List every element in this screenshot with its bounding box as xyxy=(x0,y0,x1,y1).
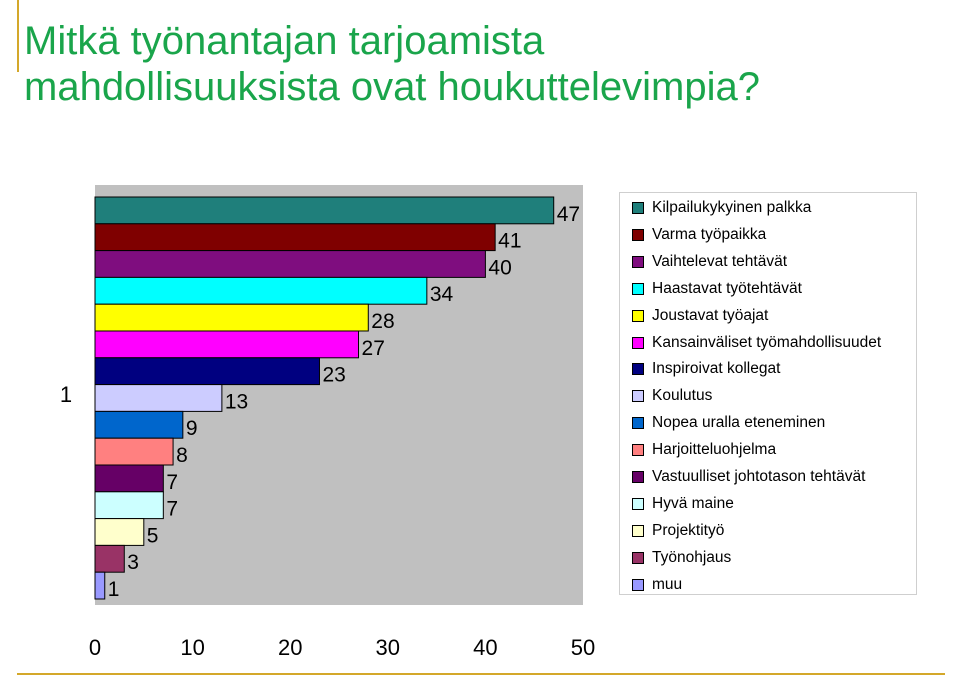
legend-label: Vastuulliset johtotason tehtävät xyxy=(652,468,866,485)
legend-item: Työnohjaus xyxy=(632,548,731,568)
legend-item: Projektityö xyxy=(632,521,724,541)
legend-swatch xyxy=(632,202,644,214)
bar-10 xyxy=(94,437,174,466)
bar-6 xyxy=(94,330,360,359)
legend: Kilpailukykyinen palkka Varma työpaikka Va… xyxy=(619,192,917,595)
page-title: Mitkä työnantajan tarjoamista mahdollisu… xyxy=(24,19,760,109)
legend-item: Kansainväliset työmahdollisuudet xyxy=(632,333,881,353)
legend-item: Vaihtelevat tehtävät xyxy=(632,252,787,272)
legend-label: Vaihtelevat tehtävät xyxy=(652,252,787,270)
x-tick-label-4: 40 xyxy=(473,635,497,660)
legend-item: muu xyxy=(632,575,682,595)
legend-label: Kilpailukykyinen palkka xyxy=(652,199,812,216)
x-axis: 0 10 20 30 40 50 xyxy=(89,635,595,660)
legend-swatch xyxy=(632,255,644,268)
legend-label: Kansainväliset työmahdollisuudet xyxy=(652,333,882,351)
x-tick-label-1: 10 xyxy=(180,635,204,660)
bar-14 xyxy=(94,544,125,573)
legend-label: Koulutus xyxy=(652,387,713,405)
legend-swatch xyxy=(632,524,644,537)
data-label-13: 5 xyxy=(147,524,159,547)
data-label-8: 13 xyxy=(225,390,248,413)
bar-2 xyxy=(94,223,496,252)
legend-item: Hyvä maine xyxy=(632,494,734,514)
legend-label: Harjoitteluohjelma xyxy=(652,441,777,459)
bar-9 xyxy=(94,410,184,439)
legend-swatch xyxy=(632,497,644,510)
legend-label: muu xyxy=(652,575,683,593)
x-tick-label-2: 20 xyxy=(278,635,302,660)
data-label-2: 41 xyxy=(498,230,521,253)
data-label-9: 9 xyxy=(186,417,198,440)
legend-label: Nopea uralla eteneminen xyxy=(652,414,826,432)
legend-swatch xyxy=(632,282,644,295)
bar-3 xyxy=(94,250,486,278)
legend-item: Nopea uralla eteneminen xyxy=(632,413,825,433)
data-label-1: 47 xyxy=(557,203,580,226)
legend-label: Työnohjaus xyxy=(652,548,732,566)
data-label-4: 34 xyxy=(430,283,454,306)
data-label-14: 3 xyxy=(127,551,139,574)
legend-swatch xyxy=(632,336,644,349)
bar-13 xyxy=(94,518,145,546)
x-tick-label-5: 50 xyxy=(571,635,595,660)
legend-item: Koulutus xyxy=(632,386,712,406)
bar-12 xyxy=(94,491,164,520)
legend-item: Inspiroivat kollegat xyxy=(632,359,780,379)
data-label-5: 28 xyxy=(371,310,394,333)
data-label-10: 8 xyxy=(176,444,188,467)
data-label-3: 40 xyxy=(488,256,511,279)
category-label: 1 xyxy=(60,382,72,407)
legend-item: Varma työpaikka xyxy=(632,225,766,245)
bar-7 xyxy=(94,357,320,386)
data-label-12: 7 xyxy=(166,498,178,521)
legend-label: Haastavat työtehtävät xyxy=(652,279,802,297)
data-label-6: 27 xyxy=(362,337,385,360)
decorative-vertical-line xyxy=(17,0,19,72)
legend-item: Joustavat työajat xyxy=(632,306,768,326)
data-label-7: 23 xyxy=(322,364,345,387)
bar-4 xyxy=(94,276,428,305)
legend-label: Inspiroivat kollegat xyxy=(652,360,781,378)
legend-swatch xyxy=(632,390,644,403)
bar-15 xyxy=(94,571,106,600)
legend-swatch xyxy=(632,578,644,591)
decorative-horizontal-line xyxy=(17,673,945,675)
legend-swatch xyxy=(632,417,644,430)
legend-item: Haastavat työtehtävät xyxy=(632,279,802,299)
legend-label: Projektityö xyxy=(652,521,725,539)
legend-item: Kilpailukykyinen palkka xyxy=(632,198,811,218)
legend-swatch xyxy=(632,444,644,457)
bar-1 xyxy=(94,196,555,225)
legend-swatch xyxy=(632,551,644,564)
legend-label: Hyvä maine xyxy=(652,494,734,512)
legend-swatch xyxy=(632,228,644,241)
legend-label: Joustavat työajat xyxy=(652,306,769,324)
legend-swatch xyxy=(632,471,644,483)
data-label-11: 7 xyxy=(166,471,178,494)
legend-item: Harjoitteluohjelma xyxy=(632,440,776,460)
bar-5 xyxy=(94,303,369,332)
bar-11 xyxy=(94,464,164,493)
legend-swatch xyxy=(632,363,644,376)
legend-label: Varma työpaikka xyxy=(652,225,767,243)
x-tick-label-3: 30 xyxy=(376,635,400,660)
legend-swatch xyxy=(632,309,644,322)
legend-item: Vastuulliset johtotason tehtävät xyxy=(632,467,865,487)
x-tick-label-0: 0 xyxy=(89,635,101,660)
bar-8 xyxy=(94,384,223,412)
data-label-15: 1 xyxy=(108,578,120,601)
